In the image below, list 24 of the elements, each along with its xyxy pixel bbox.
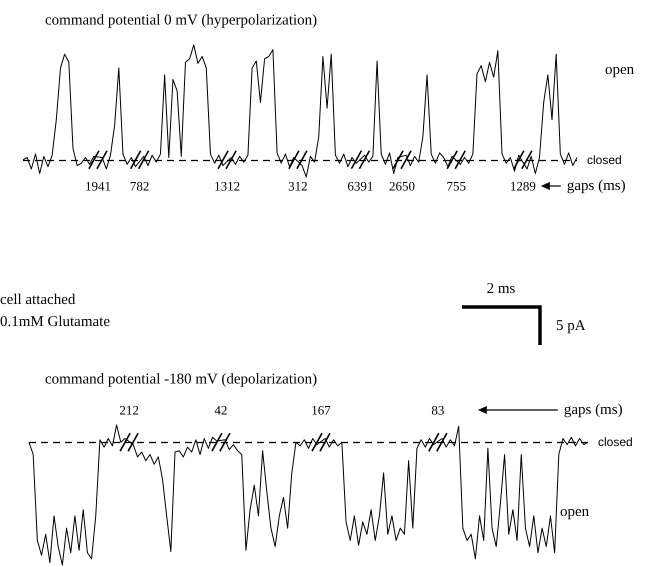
- text: 2650: [389, 178, 416, 194]
- text: 1289: [510, 178, 536, 194]
- text: gaps (ms): [566, 178, 626, 194]
- text: 1312: [214, 178, 240, 194]
- chart-title: command potential -180 mV (depolarization): [45, 372, 318, 388]
- text: 0.1mM Glutamate: [0, 314, 110, 330]
- text: 2 ms: [486, 281, 516, 297]
- text: 312: [288, 178, 308, 194]
- text: 755: [446, 178, 466, 194]
- text: gaps (ms): [564, 402, 623, 418]
- ref-line-label: closed: [598, 435, 633, 450]
- text: 212: [119, 402, 139, 418]
- text: cell attached: [0, 292, 76, 308]
- chart-title: command potential 0 mV (hyperpolarization): [45, 12, 318, 28]
- ref-line-label: closed: [587, 152, 622, 167]
- text: open: [605, 62, 635, 78]
- text: 42: [214, 402, 228, 418]
- text: 6391: [347, 178, 374, 194]
- text: 782: [130, 178, 150, 194]
- text: 5 pA: [556, 318, 586, 334]
- text: 1941: [84, 178, 111, 194]
- annotation: open: [560, 504, 590, 520]
- text: 83: [431, 402, 444, 418]
- text: 167: [311, 402, 332, 418]
